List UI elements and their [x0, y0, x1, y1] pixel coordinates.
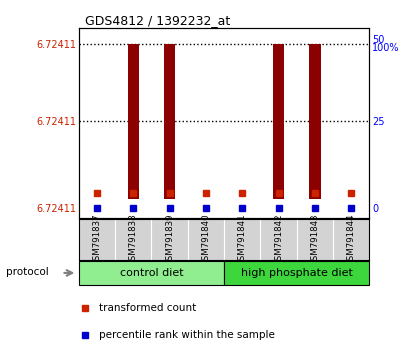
Text: GSM791839: GSM791839: [165, 213, 174, 266]
Bar: [273, 44, 284, 199]
Text: transformed count: transformed count: [99, 303, 196, 313]
Text: high phosphate diet: high phosphate diet: [241, 268, 353, 278]
Text: GSM791840: GSM791840: [201, 213, 210, 266]
Text: GSM791843: GSM791843: [310, 213, 320, 266]
Bar: [164, 44, 176, 199]
Text: control diet: control diet: [120, 268, 183, 278]
Bar: [224, 261, 369, 285]
Text: GSM791838: GSM791838: [129, 213, 138, 266]
Text: GSM791844: GSM791844: [347, 213, 356, 266]
Text: GSM791837: GSM791837: [93, 213, 102, 266]
Text: GSM791842: GSM791842: [274, 213, 283, 266]
Text: GSM791841: GSM791841: [238, 213, 247, 266]
Bar: [79, 261, 224, 285]
Text: protocol: protocol: [6, 267, 49, 277]
Bar: [127, 44, 139, 199]
Bar: [309, 44, 321, 199]
Text: percentile rank within the sample: percentile rank within the sample: [99, 330, 275, 341]
Text: GDS4812 / 1392232_at: GDS4812 / 1392232_at: [85, 14, 230, 27]
